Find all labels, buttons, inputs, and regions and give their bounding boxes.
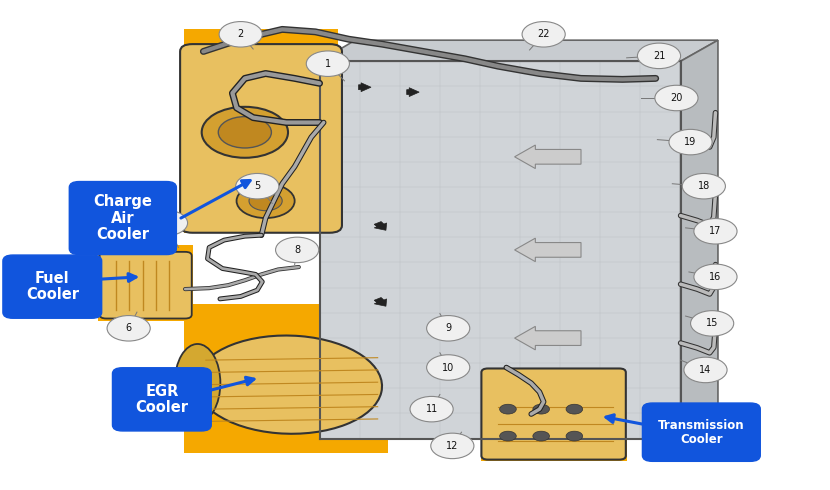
Circle shape bbox=[682, 173, 725, 199]
Circle shape bbox=[669, 129, 712, 155]
Text: 22: 22 bbox=[537, 29, 550, 39]
Text: 8: 8 bbox=[294, 245, 300, 255]
FancyArrow shape bbox=[407, 88, 419, 97]
Circle shape bbox=[500, 404, 516, 414]
Text: 1: 1 bbox=[325, 59, 331, 69]
Text: 21: 21 bbox=[653, 51, 665, 61]
Text: 5: 5 bbox=[254, 181, 261, 191]
Bar bbox=[320, 61, 681, 439]
Circle shape bbox=[427, 316, 470, 341]
FancyBboxPatch shape bbox=[3, 255, 101, 318]
FancyArrow shape bbox=[374, 221, 387, 230]
Circle shape bbox=[533, 404, 549, 414]
Circle shape bbox=[427, 355, 470, 380]
Circle shape bbox=[637, 43, 681, 69]
Circle shape bbox=[237, 184, 295, 218]
Bar bbox=[98, 245, 193, 321]
Circle shape bbox=[218, 117, 271, 148]
Text: 9: 9 bbox=[445, 323, 452, 333]
Polygon shape bbox=[320, 40, 718, 61]
Text: 4: 4 bbox=[163, 218, 169, 228]
Circle shape bbox=[566, 404, 583, 414]
FancyArrow shape bbox=[515, 145, 581, 169]
Circle shape bbox=[522, 22, 565, 47]
Circle shape bbox=[533, 431, 549, 441]
Circle shape bbox=[566, 431, 583, 441]
Polygon shape bbox=[681, 40, 718, 439]
Text: 11: 11 bbox=[426, 404, 437, 414]
Text: 17: 17 bbox=[710, 226, 721, 236]
Circle shape bbox=[306, 51, 349, 76]
Text: 15: 15 bbox=[706, 318, 718, 328]
Circle shape bbox=[219, 22, 262, 47]
FancyArrow shape bbox=[515, 326, 581, 350]
Text: Fuel
Cooler: Fuel Cooler bbox=[26, 271, 79, 302]
Text: 14: 14 bbox=[700, 365, 711, 375]
Circle shape bbox=[249, 191, 282, 211]
Text: 16: 16 bbox=[710, 272, 721, 282]
Circle shape bbox=[410, 396, 453, 422]
Text: EGR
Cooler: EGR Cooler bbox=[135, 384, 188, 415]
FancyBboxPatch shape bbox=[180, 44, 342, 233]
Text: Transmission
Cooler: Transmission Cooler bbox=[658, 418, 745, 446]
FancyBboxPatch shape bbox=[642, 403, 760, 462]
Circle shape bbox=[655, 85, 698, 111]
Text: 12: 12 bbox=[447, 441, 458, 451]
Text: 18: 18 bbox=[698, 181, 710, 191]
Circle shape bbox=[202, 107, 288, 158]
Circle shape bbox=[276, 237, 319, 263]
Circle shape bbox=[144, 210, 188, 236]
Text: 10: 10 bbox=[442, 363, 454, 372]
FancyBboxPatch shape bbox=[70, 181, 177, 255]
Circle shape bbox=[236, 173, 279, 199]
Circle shape bbox=[684, 357, 727, 383]
FancyBboxPatch shape bbox=[100, 252, 192, 318]
Text: Charge
Air
Cooler: Charge Air Cooler bbox=[94, 195, 152, 242]
Circle shape bbox=[694, 264, 737, 290]
Bar bbox=[184, 304, 388, 453]
Circle shape bbox=[107, 316, 150, 341]
Circle shape bbox=[694, 219, 737, 244]
Text: 20: 20 bbox=[671, 93, 682, 103]
FancyArrow shape bbox=[374, 297, 387, 306]
Text: 6: 6 bbox=[125, 323, 132, 333]
FancyBboxPatch shape bbox=[113, 368, 211, 431]
Text: 19: 19 bbox=[685, 137, 696, 147]
FancyArrow shape bbox=[515, 238, 581, 262]
Text: 2: 2 bbox=[237, 29, 244, 39]
FancyBboxPatch shape bbox=[481, 368, 626, 460]
Bar bbox=[481, 365, 627, 461]
FancyArrow shape bbox=[359, 83, 371, 92]
Ellipse shape bbox=[196, 336, 382, 434]
Circle shape bbox=[500, 431, 516, 441]
Bar bbox=[184, 29, 338, 233]
Circle shape bbox=[431, 433, 474, 459]
Ellipse shape bbox=[175, 344, 221, 422]
Circle shape bbox=[691, 311, 734, 336]
